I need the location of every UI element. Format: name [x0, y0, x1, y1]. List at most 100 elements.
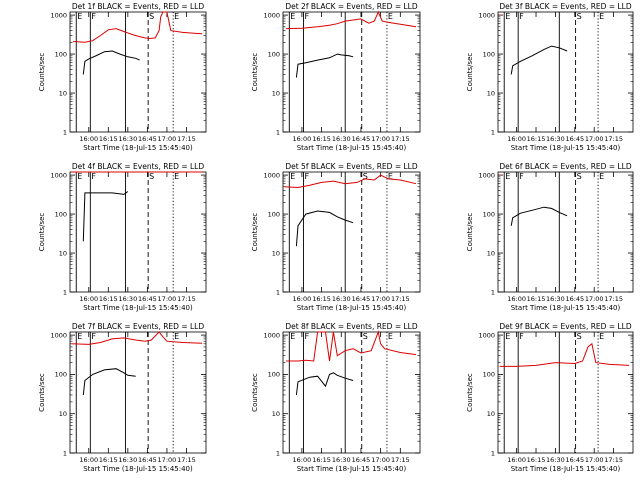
- x-tick-label: 16:15: [99, 456, 118, 464]
- x-tick-label: 17:00: [158, 456, 177, 464]
- chart-title: Det 4f BLACK = Events, RED = LLD: [72, 162, 205, 171]
- x-tick-label: 17:00: [371, 456, 390, 464]
- time-marker-label: E: [388, 172, 393, 181]
- chart-panel-9: Det 9f BLACK = Events, RED = LLD 1 10 100 10…: [466, 322, 634, 473]
- y-tick-label: 10: [487, 249, 495, 257]
- series-line-lld: [286, 10, 417, 30]
- x-tick-label: 16:45: [352, 135, 371, 143]
- series-line-events: [82, 368, 136, 396]
- y-tick-label: 100: [55, 210, 67, 218]
- y-tick-label: 1000: [263, 171, 280, 179]
- series-line-events: [510, 45, 568, 75]
- x-tick-label: 16:45: [352, 295, 371, 303]
- y-tick-label: 1000: [50, 331, 67, 339]
- plot-frame: [282, 331, 421, 454]
- time-marker-label: S: [363, 332, 368, 341]
- x-tick-label: 16:00: [293, 295, 312, 303]
- x-tick-label: 17:15: [177, 135, 196, 143]
- x-axis-label: Start Time (18-Jul-15 15:45:40): [511, 144, 621, 152]
- y-axis-label: Counts/sec: [466, 213, 474, 252]
- x-tick-label: 16:45: [352, 456, 371, 464]
- x-tick-label: 17:15: [177, 456, 196, 464]
- y-tick-label: 1000: [478, 11, 495, 19]
- y-tick-label: 1000: [50, 11, 67, 19]
- y-tick-label: 10: [59, 89, 67, 97]
- time-marker-label: E: [174, 172, 179, 181]
- y-tick-label: 10: [487, 89, 495, 97]
- time-marker-label: E: [388, 12, 393, 21]
- x-tick-label: 16:15: [312, 456, 331, 464]
- x-tick-label: 16:30: [332, 295, 351, 303]
- y-tick-label: 1000: [263, 11, 280, 19]
- chart-panel-5: Det 5f BLACK = Events, RED = LLD 1 10 100 10…: [251, 162, 421, 312]
- x-tick-label: 17:15: [604, 456, 623, 464]
- x-axis-label: Start Time (18-Jul-15 15:45:40): [83, 144, 193, 152]
- y-axis-label: Counts/sec: [466, 53, 474, 92]
- x-tick-label: 16:30: [546, 456, 565, 464]
- x-tick-label: 17:00: [371, 295, 390, 303]
- plot-frame: [497, 11, 634, 133]
- time-marker-label: S: [149, 12, 154, 21]
- x-tick-label: 16:45: [565, 135, 584, 143]
- time-marker-label: E: [77, 12, 82, 21]
- x-tick-label: 16:30: [332, 135, 351, 143]
- x-tick-label: 16:15: [99, 135, 118, 143]
- y-axis-label: Counts/sec: [38, 213, 46, 252]
- x-tick-label: 17:00: [585, 295, 604, 303]
- plot-frame: [69, 11, 207, 133]
- y-tick-label: 1: [276, 288, 280, 296]
- time-marker-label: F: [304, 12, 309, 21]
- y-tick-label: 1000: [478, 171, 495, 179]
- time-marker-label: S: [577, 12, 582, 21]
- series-line-events: [82, 50, 140, 75]
- y-tick-label: 10: [272, 89, 280, 97]
- chart-panel-3: Det 3f BLACK = Events, RED = LLD 1 10 100 10…: [466, 2, 634, 152]
- x-tick-label: 16:45: [565, 456, 584, 464]
- chart-panel-4: Det 4f BLACK = Events, RED = LLD 1 10 100 10…: [38, 162, 207, 312]
- time-marker-label: E: [599, 332, 604, 341]
- chart-panel-1: Det 1f BLACK = Events, RED = LLD 1 10 100 10…: [38, 2, 207, 152]
- x-axis-label: Start Time (18-Jul-15 15:45:40): [83, 465, 193, 473]
- time-marker-label: F: [91, 12, 96, 21]
- x-axis-label: Start Time (18-Jul-15 15:45:40): [297, 144, 407, 152]
- plot-frame: [69, 331, 207, 454]
- x-tick-label: 16:45: [138, 135, 157, 143]
- chart-title: Det 9f BLACK = Events, RED = LLD: [499, 322, 632, 331]
- chart-title: Det 5f BLACK = Events, RED = LLD: [285, 162, 418, 171]
- x-tick-label: 16:45: [138, 456, 157, 464]
- x-tick-label: 16:00: [507, 456, 526, 464]
- time-marker-label: E: [505, 172, 510, 181]
- y-tick-label: 1: [63, 449, 67, 457]
- x-tick-label: 16:00: [507, 135, 526, 143]
- y-tick-label: 100: [483, 371, 495, 379]
- y-axis-label: Counts/sec: [466, 373, 474, 412]
- y-tick-label: 100: [268, 50, 280, 58]
- series-line-events: [510, 206, 568, 226]
- x-tick-label: 16:30: [118, 295, 137, 303]
- x-tick-label: 17:00: [158, 295, 177, 303]
- time-marker-label: E: [290, 172, 295, 181]
- time-marker-label: E: [77, 172, 82, 181]
- time-marker-label: F: [304, 172, 309, 181]
- time-marker-label: F: [519, 332, 524, 341]
- x-tick-label: 16:15: [527, 135, 546, 143]
- time-marker-label: S: [149, 172, 154, 181]
- x-tick-label: 17:15: [604, 295, 623, 303]
- x-tick-label: 16:00: [293, 135, 312, 143]
- y-tick-label: 10: [59, 410, 67, 418]
- x-tick-label: 17:00: [585, 135, 604, 143]
- time-marker-label: S: [363, 172, 368, 181]
- time-marker-label: E: [174, 332, 179, 341]
- time-marker-label: F: [519, 172, 524, 181]
- x-axis-label: Start Time (18-Jul-15 15:45:40): [511, 304, 621, 312]
- chart-title: Det 6f BLACK = Events, RED = LLD: [499, 162, 632, 171]
- series-line-events: [295, 210, 354, 247]
- time-marker-label: E: [174, 12, 179, 21]
- x-tick-label: 16:45: [138, 295, 157, 303]
- plot-frame: [497, 331, 634, 454]
- time-marker-label: E: [388, 332, 393, 341]
- x-tick-label: 16:15: [527, 456, 546, 464]
- x-tick-label: 16:15: [527, 295, 546, 303]
- y-tick-label: 1: [276, 449, 280, 457]
- y-tick-label: 1: [63, 128, 67, 136]
